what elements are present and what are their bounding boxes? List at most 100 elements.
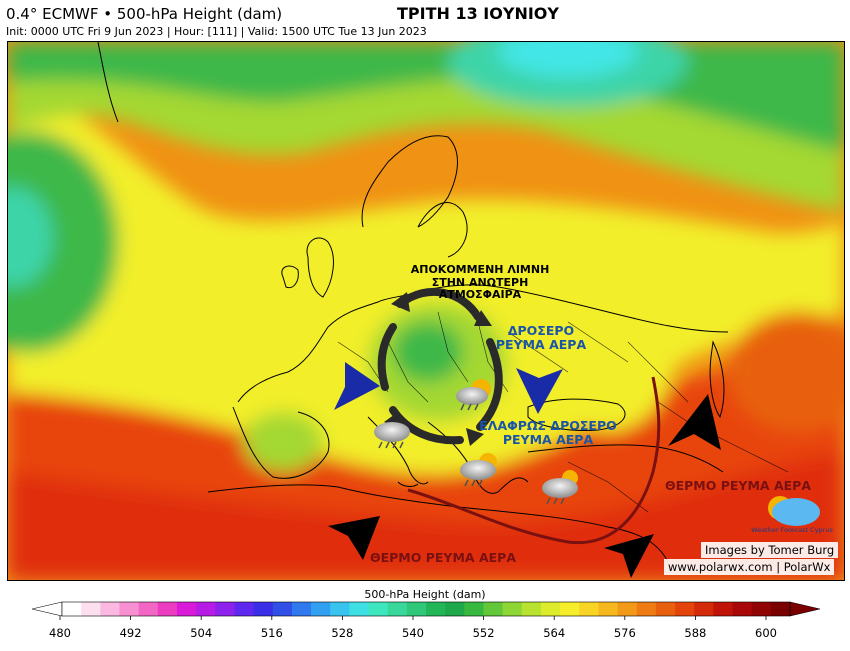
storm-cloud-icon bbox=[374, 422, 410, 449]
colorbar-swatch bbox=[368, 602, 389, 616]
warm-flow-arrow-south bbox=[328, 516, 380, 560]
colorbar-swatch bbox=[387, 602, 408, 616]
colorbar-swatch bbox=[234, 602, 255, 616]
height-field-iberia-green bbox=[243, 412, 323, 472]
colorbar-swatch bbox=[464, 602, 484, 616]
logo-text: Weather Forecast Cyprus bbox=[751, 526, 833, 534]
cutoff-low-label: ΑΠΟΚΟΜΜΕΝΗ ΛΙΜΝΗ ΣΤΗΝ ΑΝΩΤΕΡΗ ΑΤΜΟΣΦΑΙΡΑ bbox=[400, 263, 560, 302]
coastline-iberia bbox=[232, 406, 330, 479]
colorbar-swatch bbox=[560, 602, 580, 616]
height-map: Weather Forecast Cyprus ΑΠΟΚΟΜΜΕΝΗ ΛΙΜΝΗ… bbox=[7, 41, 845, 581]
coastline-ireland bbox=[281, 265, 299, 289]
warm-air-boundary-line bbox=[407, 376, 661, 545]
cool-flow-line-1: ΔΡΟΣΕΡΟ bbox=[507, 323, 575, 338]
colorbar-swatch bbox=[406, 602, 427, 616]
colorbar-tick-label: 516 bbox=[260, 626, 283, 640]
colorbar-swatch bbox=[617, 602, 638, 616]
circulation-arc-top bbox=[396, 287, 482, 321]
colorbar-swatch bbox=[521, 602, 542, 616]
colorbar-outline bbox=[61, 601, 791, 617]
colorbar-swatch bbox=[62, 602, 82, 616]
colorbar-swatch bbox=[100, 602, 120, 616]
colorbar-tick-label: 528 bbox=[331, 626, 354, 640]
colorbar-tick-label: 588 bbox=[684, 626, 707, 640]
height-field-green-cutoff-core bbox=[393, 322, 463, 382]
warm-flow-label-south: ΘΕΡΜΟ ΡΕΥΜΑ ΑΕΡΑ bbox=[369, 550, 516, 565]
slightly-cool-flow-label: ΕΛΑΦΡΩΣ ΔΡΟΣΕΡΟ ΡΕΥΜΑ ΑΕΡΑ bbox=[478, 418, 618, 448]
colorbar-swatch bbox=[253, 602, 274, 616]
circulation-arc-left bbox=[377, 323, 397, 391]
colorbar-swatch bbox=[138, 602, 159, 616]
colorbar-min-extend bbox=[31, 601, 63, 617]
colorbar-tick-label: 480 bbox=[49, 626, 71, 640]
colorbar-swatch bbox=[540, 602, 561, 616]
colorbar-swatch bbox=[770, 602, 791, 616]
cutoff-low-line-1: ΑΠΟΚΟΜΜΕΝΗ ΛΙΜΝΗ bbox=[410, 263, 550, 276]
colorbar-tick-label: 492 bbox=[119, 626, 142, 640]
circulation-arrowhead-3 bbox=[466, 428, 484, 446]
colorbar-swatch bbox=[349, 602, 370, 616]
colorbar-swatch bbox=[445, 602, 465, 616]
storm-cloud-icon bbox=[460, 453, 497, 487]
colorbar-swatch bbox=[272, 602, 293, 616]
colorbar-swatch bbox=[713, 602, 734, 616]
coastline-britain bbox=[306, 237, 334, 298]
colorbar-tick-label: 600 bbox=[755, 626, 777, 640]
cool-flow-arrow-west bbox=[334, 362, 380, 410]
warm-flow-arrow-east bbox=[668, 394, 721, 450]
circulation-arrowhead-1 bbox=[391, 292, 410, 312]
colorbar-swatch bbox=[751, 602, 772, 616]
colorbar-swatch bbox=[291, 602, 312, 616]
coastline-caspian bbox=[709, 340, 725, 419]
colorbar-tick-label: 540 bbox=[402, 626, 424, 640]
height-field-teal-west bbox=[8, 132, 118, 352]
cool-flow-line-2: ΡΕΥΜΑ ΑΕΡΑ bbox=[495, 337, 587, 353]
colorbar-swatch bbox=[215, 602, 235, 616]
colorbar-tick-label: 504 bbox=[190, 626, 213, 640]
slightly-cool-flow-line-2: ΡΕΥΜΑ ΑΕΡΑ bbox=[502, 432, 594, 448]
model-title: 0.4° ECMWF • 500-hPa Height (dam) bbox=[6, 5, 283, 23]
storm-cloud-icon bbox=[542, 470, 578, 505]
cool-flow-label: ΔΡΟΣΕΡΟ ΡΕΥΜΑ ΑΕΡΑ bbox=[486, 323, 596, 353]
weather-forecast-cyprus-logo: Weather Forecast Cyprus bbox=[751, 496, 833, 534]
warm-flow-label-east: ΘΕΡΜΟ ΡΕΥΜΑ ΑΕΡΑ bbox=[664, 478, 811, 493]
coastline-black-sea bbox=[527, 398, 626, 431]
colorbar-swatch bbox=[598, 602, 619, 616]
coastline-greenland bbox=[97, 42, 119, 123]
circulation-arc-right bbox=[476, 338, 503, 431]
warm-flow-arrow-southeast bbox=[604, 534, 654, 578]
credit-website: www.polarwx.com | PolarWx bbox=[664, 559, 835, 575]
forecast-day-title: ΤΡΙΤΗ 13 ΙΟΥΝΙΟΥ bbox=[397, 4, 559, 23]
colorbar-swatch bbox=[196, 602, 216, 616]
colorbar-swatch bbox=[732, 602, 753, 616]
height-field-east-yellow bbox=[538, 252, 678, 432]
colorbar-swatch bbox=[426, 602, 446, 616]
height-field-east-orange bbox=[728, 312, 844, 432]
colorbar-max-extend bbox=[789, 601, 821, 617]
colorbar-tick-label: 576 bbox=[613, 626, 636, 640]
credit-author: Images by Tomer Burg bbox=[701, 542, 839, 558]
slightly-cool-flow-line-1: ΕΛΑΦΡΩΣ ΔΡΟΣΕΡΟ bbox=[479, 418, 617, 433]
height-field-cyan-west bbox=[8, 187, 53, 287]
storm-cloud-icon bbox=[456, 379, 491, 411]
coastline-turkey bbox=[527, 444, 724, 473]
colorbar-swatch bbox=[81, 602, 101, 616]
height-field-cyan-north bbox=[498, 42, 638, 77]
cutoff-low-line-2: ΣΤΗΝ ΑΝΩΤΕΡΗ bbox=[431, 275, 529, 289]
colorbar-swatch bbox=[675, 602, 695, 616]
circulation-arrowhead-2 bbox=[474, 310, 492, 326]
colorbar-swatch bbox=[694, 602, 714, 616]
colorbar-swatch bbox=[502, 602, 523, 616]
colorbar-swatch bbox=[119, 602, 140, 616]
colorbar-swatch bbox=[330, 602, 350, 616]
cool-flow-arrow-east bbox=[516, 368, 563, 414]
colorbar-swatch bbox=[655, 602, 676, 616]
colorbar bbox=[31, 601, 821, 620]
colorbar-swatch bbox=[579, 602, 599, 616]
cutoff-low-line-3: ΑΤΜΟΣΦΑΙΡΑ bbox=[438, 288, 522, 302]
coastline-scandinavia bbox=[361, 135, 468, 258]
colorbar-swatch bbox=[311, 602, 331, 616]
colorbar-label: 500-hPa Height (dam) bbox=[364, 588, 486, 601]
colorbar-swatch bbox=[483, 602, 504, 616]
colorbar-tick-label: 552 bbox=[472, 626, 495, 640]
